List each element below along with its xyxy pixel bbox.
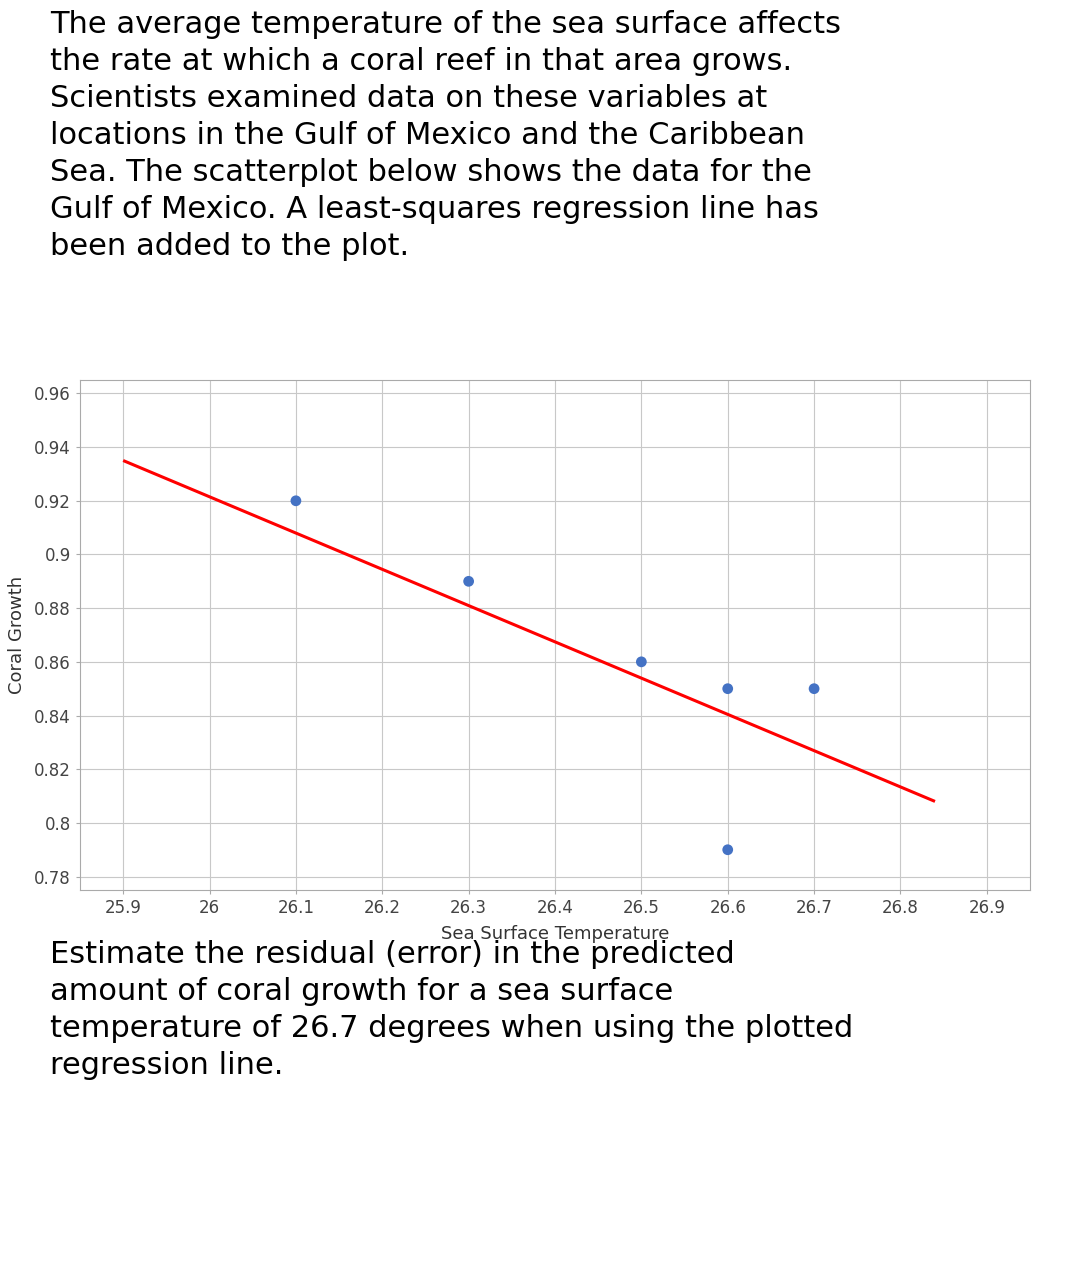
Point bbox=[460, 572, 477, 592]
Point bbox=[633, 651, 650, 671]
Point bbox=[719, 839, 737, 859]
Y-axis label: Coral Growth: Coral Growth bbox=[8, 576, 26, 694]
Point bbox=[806, 678, 823, 698]
Point bbox=[719, 678, 737, 698]
Point bbox=[287, 491, 305, 512]
Text: Estimate the residual (error) in the predicted
amount of coral growth for a sea : Estimate the residual (error) in the pre… bbox=[50, 940, 853, 1081]
X-axis label: Sea Surface Temperature: Sea Surface Temperature bbox=[441, 926, 670, 944]
Text: The average temperature of the sea surface affects
the rate at which a coral ree: The average temperature of the sea surfa… bbox=[50, 10, 841, 261]
